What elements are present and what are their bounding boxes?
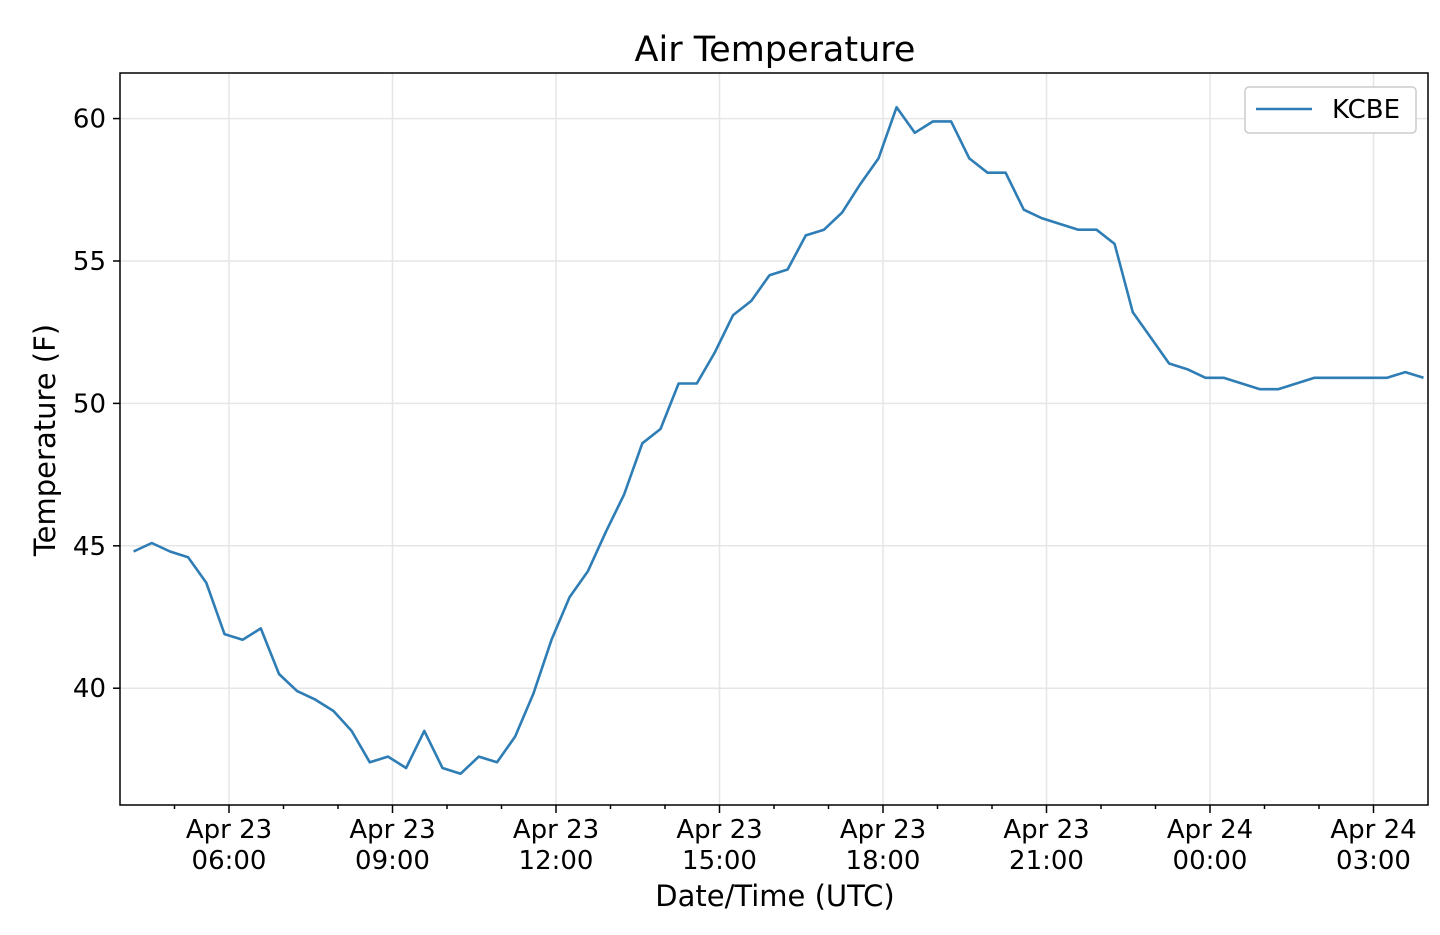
- x-tick-label: Apr 23 06:00: [186, 815, 272, 876]
- x-tick-label: Apr 24 00:00: [1167, 815, 1253, 876]
- x-tick-label: Apr 23 09:00: [349, 815, 435, 876]
- y-tick-label: 60: [73, 105, 106, 135]
- x-tick-label-time: 06:00: [192, 846, 267, 876]
- x-tick-label-time: 12:00: [519, 846, 594, 876]
- y-tick-label: 45: [73, 532, 106, 562]
- series-lines: [133, 105, 1424, 776]
- x-tick-label: Apr 24 03:00: [1330, 815, 1416, 876]
- x-tick-label-time: 21:00: [1009, 846, 1084, 876]
- y-tick-label: 40: [73, 674, 106, 704]
- x-tick-label-date: Apr 23: [840, 815, 926, 845]
- x-tick-label: Apr 23 18:00: [840, 815, 926, 876]
- x-tick-label-date: Apr 24: [1167, 815, 1253, 845]
- x-tick-label-date: Apr 24: [1330, 815, 1416, 845]
- y-tick-labels: 40 45 50 55 60: [73, 105, 106, 705]
- legend-label-kcbe: KCBE: [1332, 95, 1400, 125]
- x-tick-label-time: 03:00: [1336, 846, 1411, 876]
- x-tick-label-date: Apr 23: [676, 815, 762, 845]
- x-tick-label: Apr 23 21:00: [1003, 815, 1089, 876]
- x-axis-label: Date/Time (UTC): [655, 879, 894, 913]
- x-tick-label-time: 00:00: [1173, 846, 1248, 876]
- series-line-kcbe: [133, 105, 1424, 776]
- y-tick-label: 50: [73, 389, 106, 419]
- y-tick-label: 55: [73, 247, 106, 277]
- x-tick-label-time: 15:00: [682, 846, 757, 876]
- legend: KCBE: [1244, 86, 1417, 134]
- chart-title: Air Temperature: [635, 30, 916, 70]
- x-tick-label-date: Apr 23: [513, 815, 599, 845]
- y-axis-label: Temperature (F): [28, 324, 62, 557]
- x-tick-label-time: 09:00: [355, 846, 430, 876]
- x-tick-label-date: Apr 23: [349, 815, 435, 845]
- x-tick-label-date: Apr 23: [1003, 815, 1089, 845]
- x-tick-label-date: Apr 23: [186, 815, 272, 845]
- axis-ticks: [113, 117, 1375, 813]
- legend-box: [1244, 86, 1417, 134]
- grid-lines: [120, 73, 1428, 805]
- x-tick-label: Apr 23 15:00: [676, 815, 762, 876]
- x-tick-label-time: 18:00: [846, 846, 921, 876]
- x-tick-label: Apr 23 12:00: [513, 815, 599, 876]
- plot-area-frame: [119, 72, 1429, 806]
